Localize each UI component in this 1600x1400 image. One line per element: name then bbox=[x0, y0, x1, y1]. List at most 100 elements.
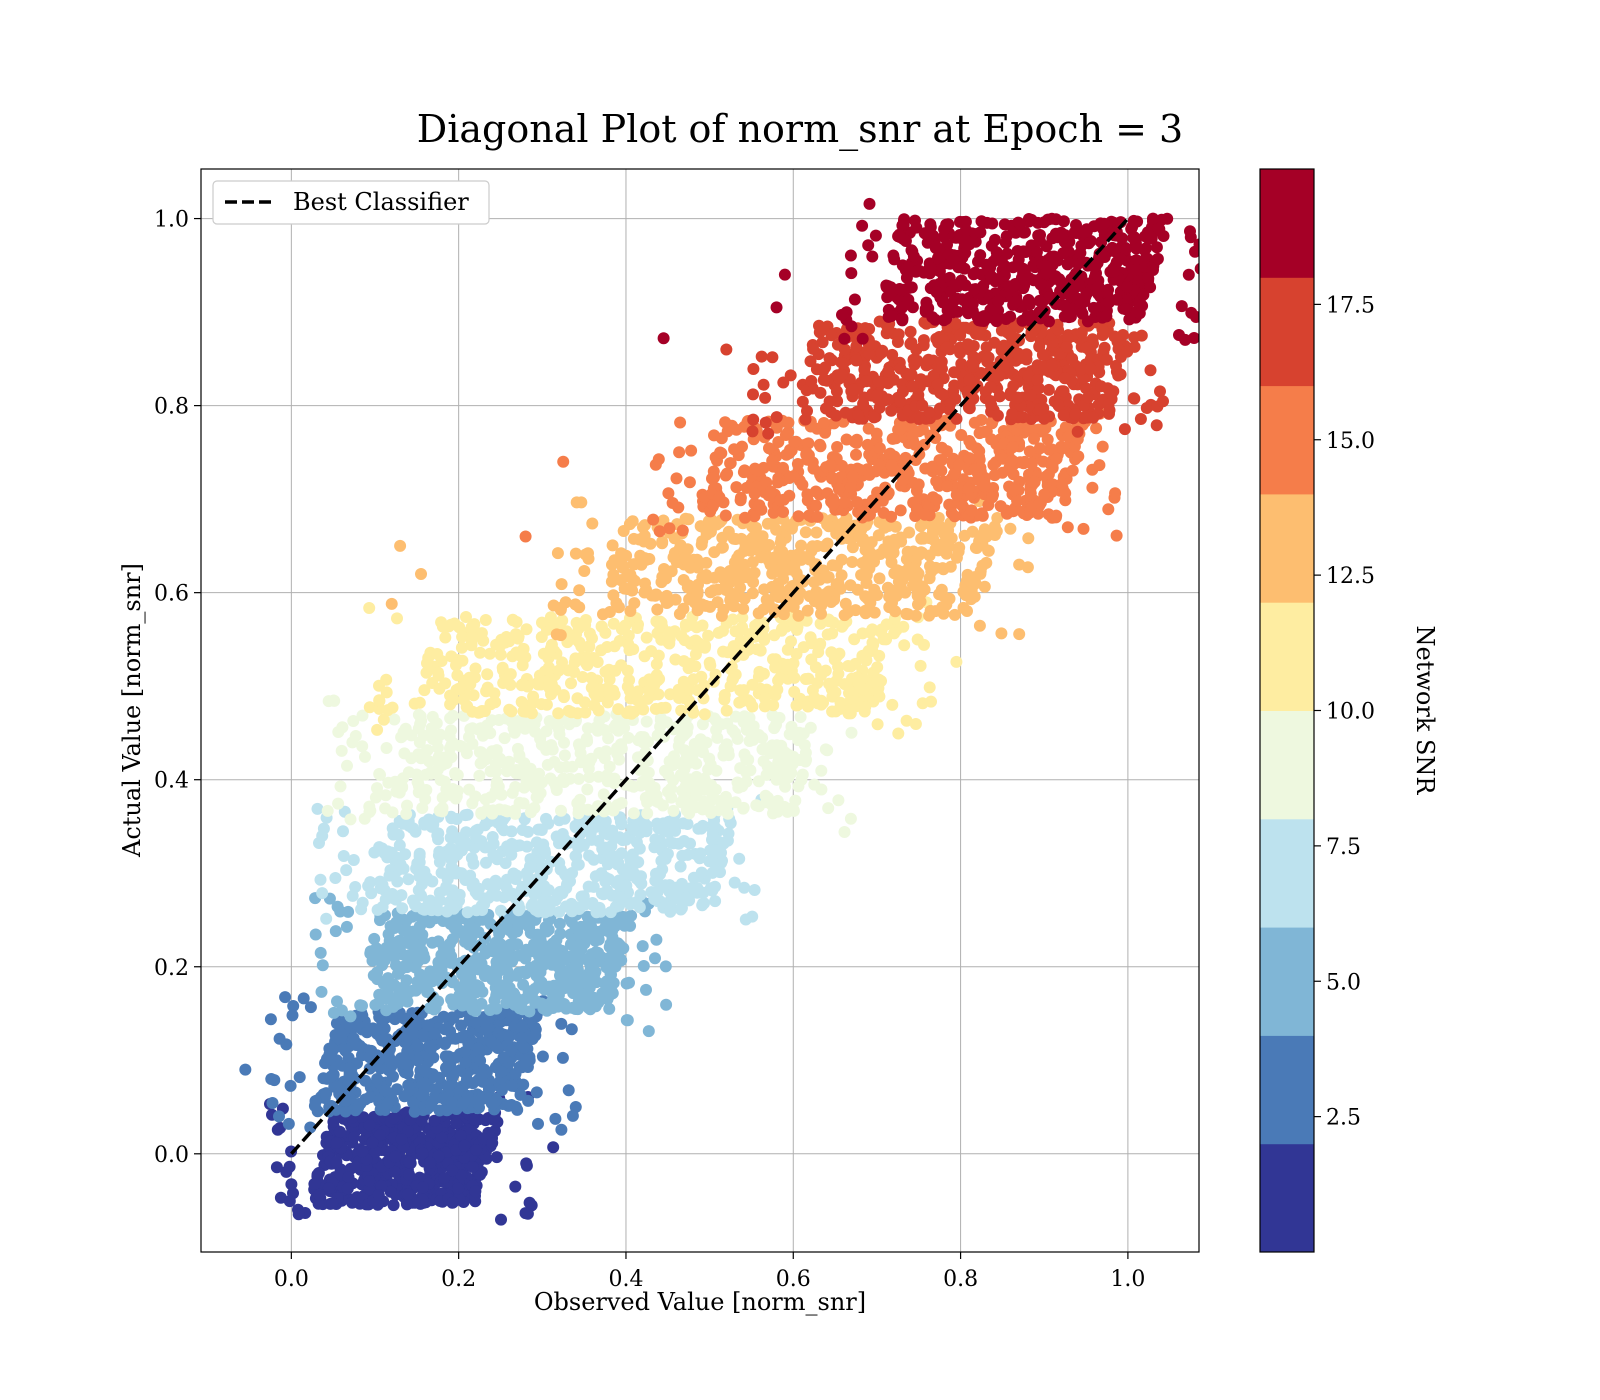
scatter-point bbox=[421, 1019, 434, 1032]
scatter-point bbox=[507, 722, 520, 735]
scatter-point bbox=[715, 432, 728, 445]
scatter-point bbox=[678, 893, 691, 906]
scatter-point bbox=[1102, 503, 1115, 516]
scatter-point bbox=[621, 868, 634, 880]
scatter-point bbox=[807, 462, 820, 475]
scatter-point bbox=[763, 442, 775, 455]
scatter-point bbox=[746, 678, 759, 691]
scatter-point bbox=[826, 627, 839, 640]
scatter-point bbox=[916, 399, 929, 412]
scatter-point bbox=[758, 700, 771, 713]
scatter-point bbox=[620, 879, 633, 892]
scatter-point bbox=[1031, 374, 1044, 386]
scatter-point bbox=[581, 919, 594, 932]
scatter-point bbox=[459, 1056, 472, 1069]
scatter-point bbox=[374, 1062, 387, 1075]
scatter-point bbox=[612, 703, 625, 716]
scatter-point bbox=[449, 888, 462, 901]
scatter-point bbox=[602, 732, 615, 745]
scatter-point bbox=[651, 886, 664, 899]
scatter-point bbox=[924, 604, 937, 617]
scatter-point bbox=[373, 1129, 386, 1142]
scatter-point bbox=[782, 416, 795, 429]
scatter-point bbox=[513, 1060, 526, 1073]
scatter-point bbox=[689, 660, 702, 673]
scatter-point bbox=[810, 499, 823, 512]
scatter-point bbox=[824, 459, 837, 472]
scatter-point bbox=[1090, 422, 1103, 435]
scatter-point bbox=[571, 858, 584, 871]
scatter-point bbox=[757, 667, 770, 680]
scatter-point bbox=[340, 920, 353, 933]
scatter-point bbox=[442, 1080, 455, 1093]
scatter-point bbox=[363, 701, 376, 714]
scatter-point bbox=[911, 589, 924, 602]
scatter-point bbox=[613, 601, 625, 614]
scatter-point bbox=[898, 639, 911, 652]
scatter-point bbox=[327, 1069, 339, 1081]
scatter-point bbox=[788, 671, 801, 684]
scatter-point bbox=[650, 588, 662, 601]
scatter-point bbox=[990, 525, 1003, 538]
scatter-point bbox=[449, 768, 462, 781]
scatter-point bbox=[985, 433, 998, 446]
scatter-point bbox=[496, 661, 509, 674]
scatter-point bbox=[704, 600, 717, 613]
scatter-point bbox=[495, 1065, 507, 1078]
scatter-point bbox=[825, 329, 838, 342]
scatter-point bbox=[401, 1198, 413, 1211]
scatter-point bbox=[569, 1003, 582, 1015]
scatter-point bbox=[923, 681, 936, 694]
scatter-point bbox=[791, 458, 804, 470]
scatter-point bbox=[371, 723, 384, 736]
scatter-point bbox=[1100, 353, 1113, 366]
scatter-point bbox=[355, 903, 368, 916]
scatter-point bbox=[607, 617, 620, 630]
scatter-point bbox=[659, 852, 672, 865]
scatter-point bbox=[930, 493, 943, 506]
scatter-point bbox=[348, 1131, 360, 1144]
scatter-point bbox=[704, 758, 717, 771]
scatter-point bbox=[464, 969, 477, 982]
scatter-point bbox=[558, 691, 570, 704]
scatter-point bbox=[341, 1182, 354, 1195]
scatter-point bbox=[374, 875, 386, 888]
scatter-point bbox=[396, 781, 409, 794]
scatter-point bbox=[704, 586, 717, 599]
scatter-point bbox=[402, 1079, 415, 1092]
scatter-point bbox=[416, 945, 429, 957]
scatter-point bbox=[807, 342, 820, 355]
scatter-point bbox=[460, 1073, 473, 1086]
scatter-point bbox=[904, 325, 917, 338]
scatter-point bbox=[887, 587, 900, 600]
scatter-point bbox=[435, 1131, 448, 1144]
scatter-point bbox=[524, 762, 537, 775]
scatter-point bbox=[366, 1136, 379, 1149]
scatter-point bbox=[607, 977, 620, 989]
scatter-point bbox=[588, 974, 600, 987]
scatter-point bbox=[782, 659, 795, 672]
scatter-point bbox=[706, 790, 719, 803]
scatter-point bbox=[795, 539, 808, 552]
scatter-point bbox=[433, 682, 446, 695]
scatter-point bbox=[1033, 497, 1046, 510]
scatter-point bbox=[647, 513, 660, 526]
scatter-point bbox=[1095, 380, 1107, 393]
scatter-point bbox=[364, 1022, 377, 1035]
scatter-point bbox=[844, 481, 857, 493]
scatter-point bbox=[421, 744, 434, 757]
scatter-point bbox=[849, 604, 862, 617]
scatter-point bbox=[487, 848, 500, 861]
scatter-point bbox=[520, 705, 533, 718]
scatter-point bbox=[501, 673, 514, 686]
scatter-point bbox=[540, 999, 553, 1012]
scatter-point bbox=[749, 462, 761, 475]
scatter-point bbox=[552, 707, 565, 720]
scatter-point bbox=[374, 914, 386, 927]
scatter-point bbox=[376, 1034, 389, 1047]
scatter-point bbox=[991, 512, 1004, 524]
scatter-point bbox=[601, 858, 614, 871]
scatter-point bbox=[480, 856, 492, 869]
scatter-point bbox=[598, 977, 611, 990]
